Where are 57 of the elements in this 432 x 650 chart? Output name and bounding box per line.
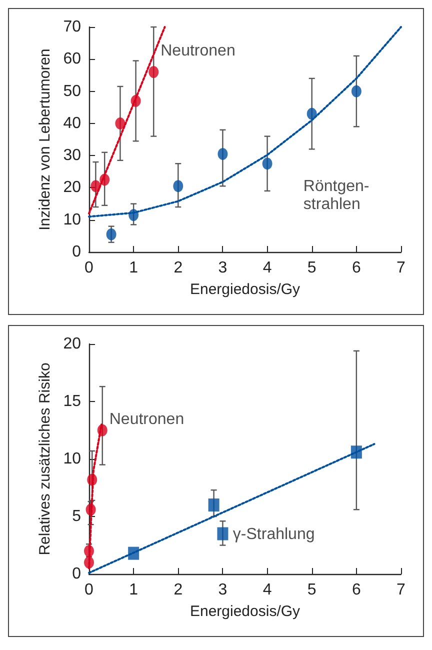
x-tick-label: 7: [396, 582, 406, 598]
y-tick-label: 40: [63, 114, 82, 132]
series-label: Neutronen: [109, 410, 184, 428]
x-tick-label: 5: [307, 582, 316, 598]
point: [87, 474, 98, 486]
y-tick-label: 30: [63, 147, 82, 164]
point: [106, 228, 116, 240]
point: [351, 85, 362, 98]
x-tick-label: 0: [84, 260, 94, 276]
x-tick-label: 4: [262, 582, 272, 598]
point: [115, 117, 126, 130]
point: [262, 158, 272, 170]
y-tick-label: 60: [63, 50, 82, 68]
x-tick-label: 3: [218, 260, 228, 276]
y-tick-label: 5: [72, 508, 82, 525]
x-tick-label: 2: [174, 582, 183, 598]
point: [90, 180, 101, 192]
x-tick-label: 1: [129, 582, 138, 598]
point: [306, 108, 317, 120]
y-tick-label: 15: [63, 393, 82, 410]
point: [350, 446, 362, 459]
y-axis-title: Relatives zusätzliches Risiko: [36, 362, 54, 556]
text: Röntgen- strahlen: [303, 178, 370, 213]
x-tick-label: 4: [262, 260, 272, 276]
x-tick-label: 0: [84, 582, 94, 598]
x-tick-label: 3: [218, 582, 228, 598]
x-tick-label: 7: [396, 260, 406, 276]
point: [173, 180, 184, 192]
x-tick-label: 6: [352, 260, 361, 276]
point: [218, 148, 228, 160]
y-tick-label: 20: [63, 336, 82, 352]
point: [128, 546, 140, 560]
point: [148, 66, 159, 78]
point: [130, 94, 141, 107]
x-tick-label: 1: [129, 260, 138, 276]
x-axis-title: Energiedosis/Gy: [190, 281, 301, 298]
point: [86, 504, 96, 516]
y-tick-label: 0: [72, 566, 82, 582]
series-label: γ-Strahlung: [232, 526, 315, 544]
point: [97, 424, 108, 436]
y-tick-label: 70: [63, 18, 82, 36]
point: [84, 545, 94, 557]
point: [208, 498, 220, 512]
y-tick-label: 20: [63, 179, 82, 196]
point: [100, 174, 110, 186]
y-tick-label: 50: [63, 82, 82, 100]
x-tick-label: 6: [352, 582, 361, 598]
y-tick-label: 10: [63, 211, 82, 228]
series-label: Neutronen: [160, 42, 236, 60]
y-tick-label: 10: [63, 450, 82, 468]
x-tick-label: 5: [307, 260, 316, 276]
y-tick-label: 0: [72, 244, 82, 260]
x-tick-label: 2: [174, 260, 183, 276]
y-axis-title: Inzidenz von Lebertumoren: [36, 48, 54, 230]
x-axis-title: Energiedosis/Gy: [190, 603, 301, 620]
point: [217, 527, 228, 540]
point: [128, 209, 139, 222]
